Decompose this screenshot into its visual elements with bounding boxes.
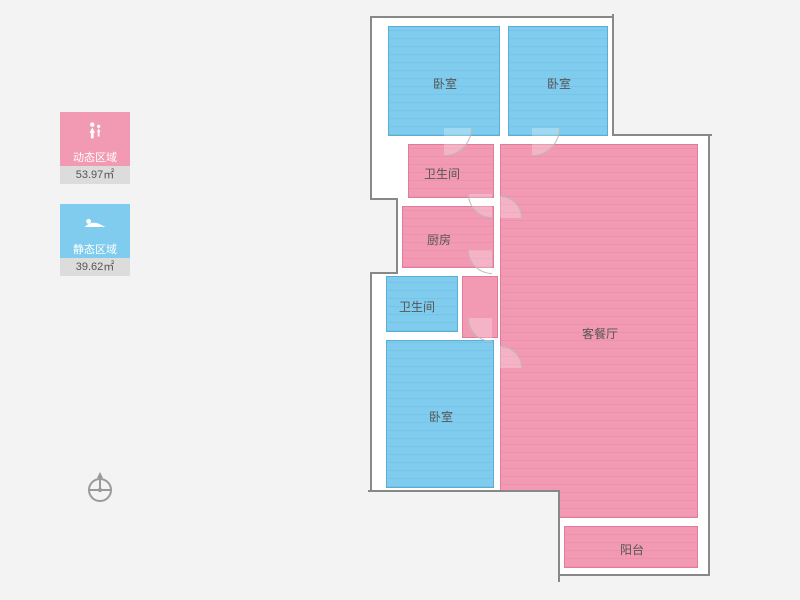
outline-cut-bottom-left	[368, 490, 560, 582]
person-icon	[84, 120, 106, 142]
outline-notch-top	[612, 14, 712, 136]
room-bath-bot: 卫生间	[386, 276, 458, 332]
room-bedroom-tl: 卧室	[388, 26, 500, 136]
room-label-bedroom-tl: 卧室	[433, 75, 457, 92]
legend-static-value: 39.62㎡	[60, 258, 130, 276]
room-label-kitchen: 厨房	[427, 231, 451, 248]
floorplan: 卧室卧室客餐厅卫生间厨房卫生间卧室阳台	[370, 16, 710, 576]
legend-dynamic-label: 动态区域	[60, 150, 130, 166]
room-bedroom-b: 卧室	[386, 340, 494, 488]
rest-icon	[83, 215, 107, 231]
room-balcony: 阳台	[564, 526, 698, 568]
room-label-bath-top: 卫生间	[424, 165, 460, 182]
room-living: 客餐厅	[500, 144, 698, 518]
legend: 动态区域 53.97㎡ 静态区域 39.62㎡	[60, 112, 130, 296]
legend-dynamic: 动态区域 53.97㎡	[60, 112, 130, 184]
room-label-bath-bot: 卫生间	[399, 298, 435, 315]
room-label-balcony: 阳台	[620, 541, 644, 558]
room-label-bedroom-b: 卧室	[429, 408, 453, 425]
door-arc-4	[468, 318, 492, 342]
room-bedroom-tr: 卧室	[508, 26, 608, 136]
legend-dynamic-value: 53.97㎡	[60, 166, 130, 184]
room-label-bedroom-tr: 卧室	[547, 75, 571, 92]
compass-icon	[82, 470, 118, 506]
legend-static: 静态区域 39.62㎡	[60, 204, 130, 276]
legend-dynamic-box	[60, 112, 130, 150]
room-label-living: 客餐厅	[582, 325, 618, 342]
legend-static-box	[60, 204, 130, 242]
outline-notch-left	[370, 198, 398, 274]
door-arc-3	[468, 250, 492, 274]
legend-static-label: 静态区域	[60, 242, 130, 258]
